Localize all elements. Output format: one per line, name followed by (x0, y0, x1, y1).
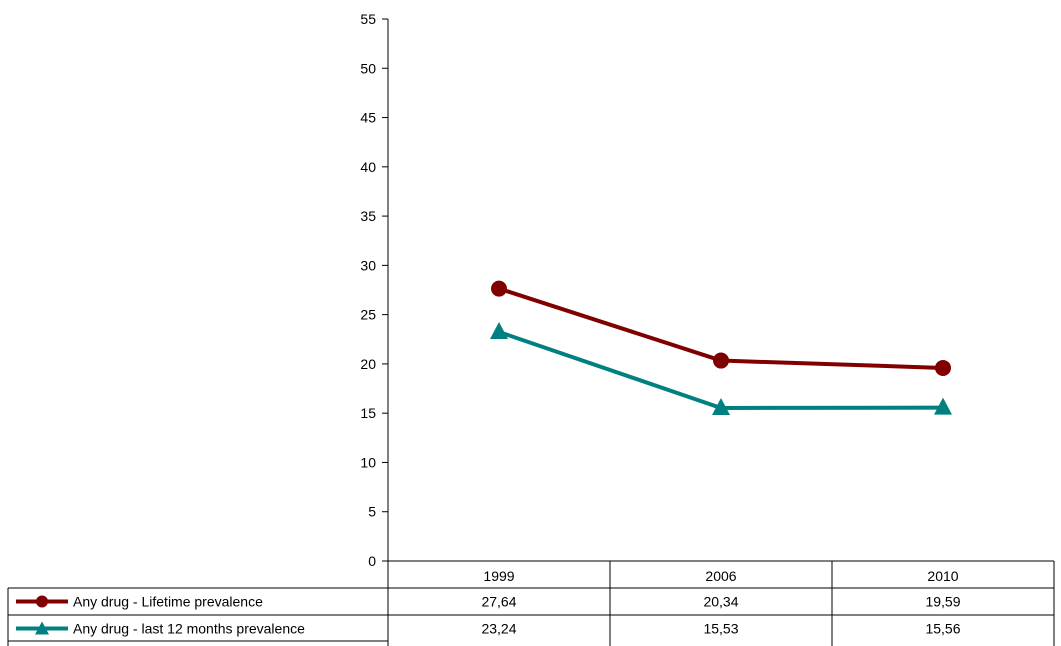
y-tick-label: 45 (360, 110, 376, 126)
plot-area (490, 280, 952, 415)
table-value: 23,24 (481, 621, 516, 637)
legend-series-name: Any drug - Lifetime prevalence (73, 594, 263, 610)
data-point (713, 352, 729, 369)
y-tick-label: 35 (360, 208, 376, 224)
y-tick-label: 0 (368, 553, 376, 569)
legend-key-marker (35, 621, 49, 635)
y-axis: 0 5 10 15 20 25 30 35 40 45 50 55 (360, 11, 389, 569)
y-tick-label: 10 (360, 454, 376, 470)
data-point (934, 397, 952, 415)
table-value: 15,56 (925, 621, 960, 637)
series-line (498, 330, 944, 410)
data-point (935, 359, 951, 376)
y-tick-label: 55 (360, 11, 376, 27)
y-tick-label: 20 (360, 356, 376, 372)
table-value: 27,64 (481, 594, 516, 610)
y-tick-label: 15 (360, 405, 376, 421)
legend-key-marker (36, 595, 48, 608)
x-category-label: 2010 (927, 568, 958, 584)
data-point (491, 280, 507, 297)
legend-series-name: Any drug - last 12 months prevalence (73, 621, 305, 637)
table-value: 15,53 (703, 621, 738, 637)
data-point (712, 397, 730, 415)
data-point (490, 321, 508, 339)
y-tick-label: 5 (368, 504, 376, 520)
data-table: 1999 2006 2010 Any drug - Lifetime prevalen… (7, 560, 1055, 646)
y-tick-label: 50 (360, 60, 376, 76)
x-category-label: 2006 (705, 568, 736, 584)
y-tick-label: 40 (360, 159, 376, 175)
table-value: 20,34 (703, 594, 738, 610)
x-category-label: 1999 (483, 568, 514, 584)
y-tick-label: 30 (360, 257, 376, 273)
y-tick-label: 25 (360, 307, 376, 323)
table-value: 19,59 (925, 594, 960, 610)
